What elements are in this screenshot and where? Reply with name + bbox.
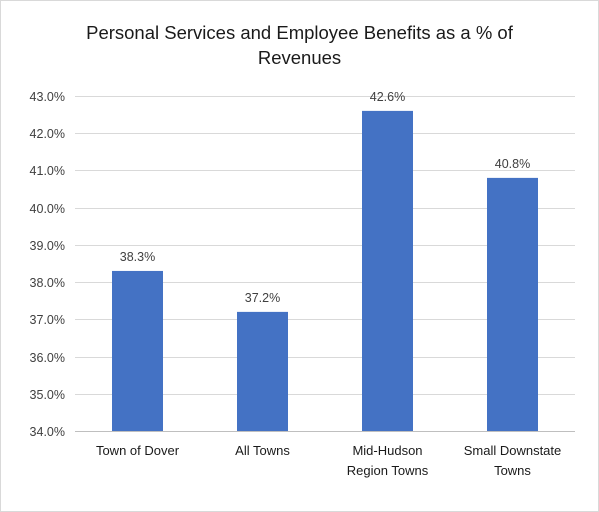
y-tick-label: 36.0% — [30, 351, 65, 365]
category-label: Region Towns — [347, 463, 429, 478]
y-tick-label: 43.0% — [30, 90, 65, 104]
bar — [237, 311, 288, 431]
y-tick-label: 34.0% — [30, 425, 65, 439]
y-tick-label: 38.0% — [30, 276, 65, 290]
y-tick-label: 35.0% — [30, 388, 65, 402]
chart-title-line-2: Revenues — [257, 47, 342, 68]
data-label: 38.3% — [120, 250, 155, 264]
category-label: Small Downstate — [464, 443, 562, 458]
y-tick-label: 37.0% — [30, 313, 65, 327]
y-tick-label: 41.0% — [30, 164, 65, 178]
chart-title: Personal Services and Employee Benefits … — [0, 20, 599, 70]
data-label: 37.2% — [245, 291, 280, 305]
category-label: Town of Dover — [96, 443, 180, 458]
category-label: Towns — [494, 463, 531, 478]
y-tick-label: 40.0% — [30, 202, 65, 216]
bar — [487, 177, 538, 431]
category-label: All Towns — [235, 443, 290, 458]
bar — [362, 110, 413, 431]
category-label: Mid-Hudson — [352, 443, 422, 458]
chart-title-line-1: Personal Services and Employee Benefits … — [86, 22, 513, 43]
y-tick-label: 42.0% — [30, 127, 65, 141]
y-tick-label: 39.0% — [30, 239, 65, 253]
data-label: 40.8% — [495, 157, 530, 171]
data-label: 42.6% — [370, 90, 405, 104]
bar — [112, 270, 163, 431]
